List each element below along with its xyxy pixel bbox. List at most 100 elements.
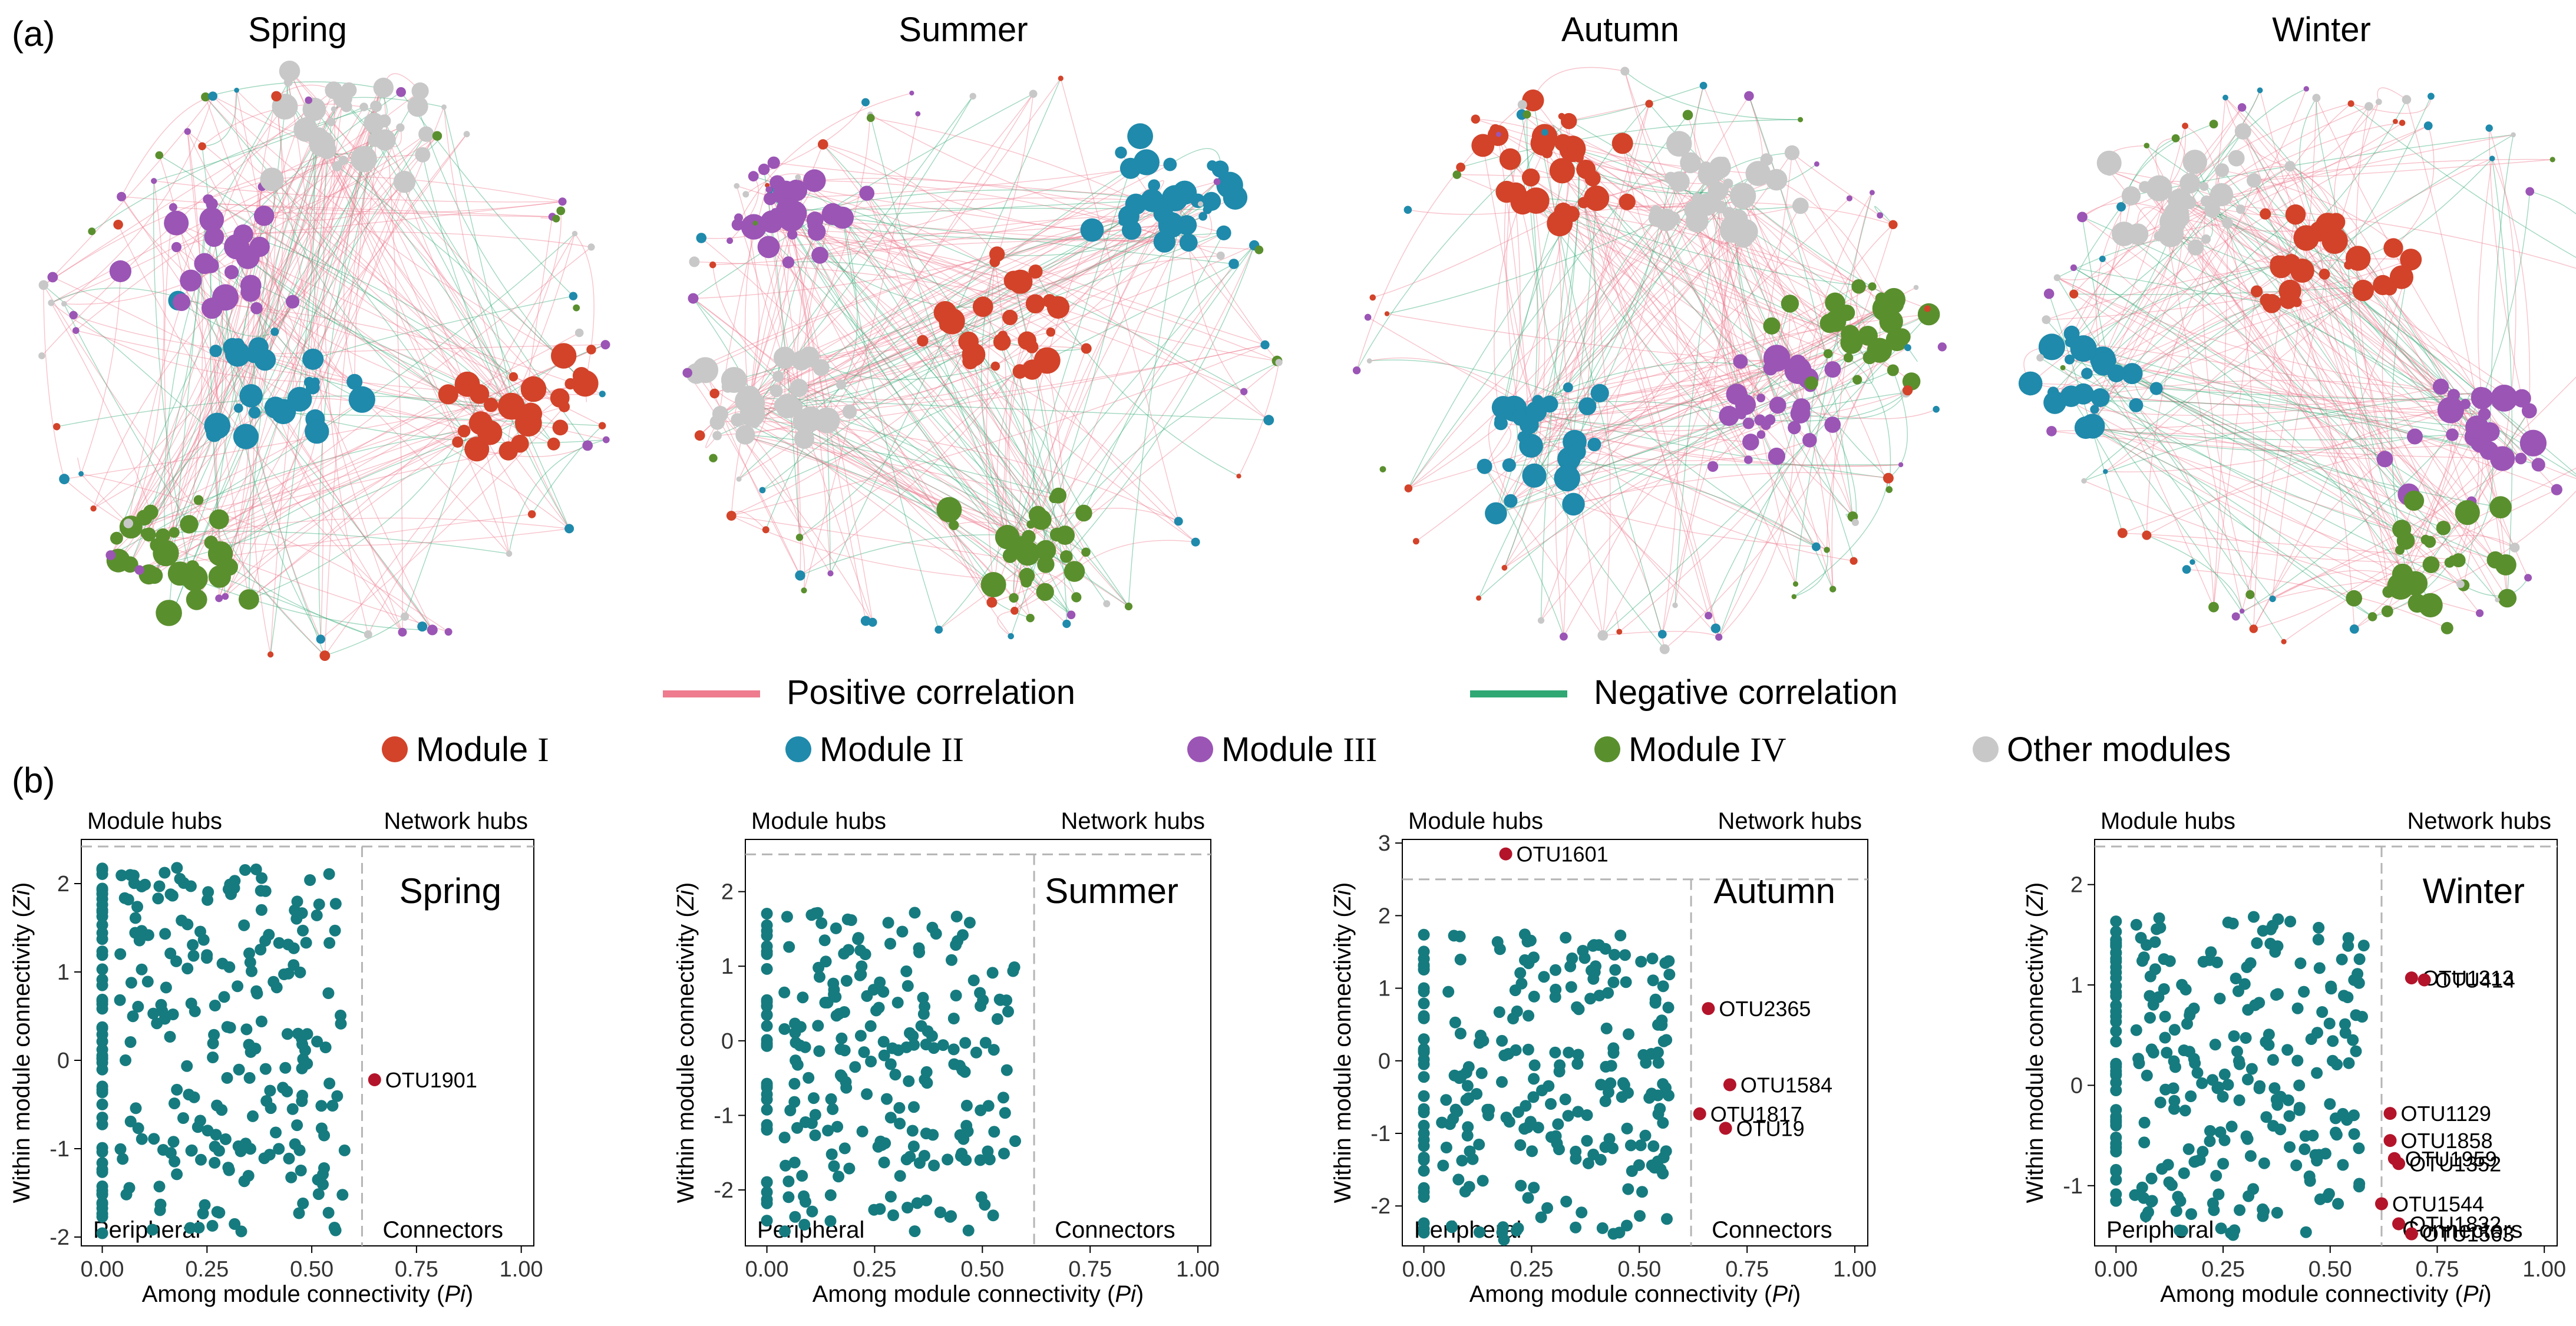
network-edge: [1577, 451, 1854, 561]
node-point: [2336, 953, 2348, 965]
network-edge: [687, 372, 801, 576]
module-1-swatch: [382, 736, 408, 762]
network-node: [934, 626, 943, 634]
network-edge: [205, 97, 561, 428]
node-point: [906, 1125, 919, 1137]
network-node: [432, 131, 442, 141]
node-point: [2197, 1146, 2209, 1158]
node-point: [867, 984, 880, 996]
x-tick-label: 0.50: [290, 1257, 333, 1282]
network-node: [2179, 173, 2201, 194]
node-point: [171, 1168, 183, 1180]
node-point: [171, 1083, 183, 1096]
node-point: [131, 901, 143, 913]
network-node: [1021, 576, 1032, 588]
network-edge: [1010, 204, 1137, 637]
network-node: [835, 379, 847, 390]
node-point: [1646, 953, 1659, 965]
network-edge: [1563, 206, 1801, 637]
network-node: [1554, 202, 1573, 221]
node-point: [2212, 1188, 2225, 1201]
network-node: [1823, 349, 1833, 359]
network-edge: [2094, 386, 2441, 416]
node-point: [1618, 1079, 1630, 1091]
network-node: [773, 346, 796, 369]
network-node: [1216, 225, 1231, 240]
network-edge: [1128, 192, 1185, 607]
node-point: [761, 1103, 773, 1116]
network-node: [1620, 67, 1630, 76]
network-node: [2200, 195, 2212, 207]
network-edge: [272, 179, 513, 407]
network-node: [1756, 393, 1766, 402]
node-point: [1418, 1043, 1430, 1055]
node-point: [1418, 982, 1430, 994]
node-point: [1498, 1049, 1511, 1062]
network-edge: [750, 95, 973, 414]
network-edge: [220, 553, 449, 633]
network-node: [2451, 553, 2466, 568]
network-node: [110, 531, 123, 545]
node-point: [1452, 1173, 1465, 1186]
network-edge: [2240, 123, 2403, 210]
network-edge: [842, 217, 1130, 607]
network-node: [2531, 458, 2545, 472]
network-node: [293, 117, 318, 142]
node-point: [2145, 1043, 2158, 1056]
node-point: [2146, 1195, 2158, 1207]
node-point: [979, 1037, 992, 1049]
network-edge: [1567, 303, 1895, 479]
network-node: [2403, 490, 2425, 511]
network-node: [393, 170, 416, 193]
node-point: [858, 1046, 870, 1059]
node-point: [1596, 1222, 1609, 1234]
network-edge: [2484, 191, 2531, 392]
node-point: [913, 1157, 926, 1169]
node-point: [831, 1120, 844, 1133]
network-edge: [2452, 410, 2530, 560]
y-tick-label: 1: [1378, 977, 1391, 1001]
network-edge: [64, 303, 190, 525]
network-edge: [2069, 196, 2132, 343]
network-node: [1541, 395, 1558, 413]
network-edge: [827, 420, 831, 574]
network-edge: [2377, 87, 2407, 102]
x-tick-label: 0.00: [2094, 1257, 2138, 1282]
network-node: [2491, 385, 2518, 412]
network-node: [2437, 396, 2464, 424]
network-node: [204, 412, 231, 439]
network-node: [146, 567, 163, 584]
network-edge: [219, 519, 325, 656]
network-edge: [2327, 224, 2386, 459]
node-point: [207, 1037, 219, 1050]
network-node: [2237, 103, 2247, 112]
node-point: [125, 977, 137, 989]
node-point: [909, 1225, 921, 1238]
node-point: [2110, 1114, 2122, 1126]
network-edge: [778, 376, 1076, 570]
network-edge: [51, 302, 315, 383]
network-node: [156, 600, 182, 626]
node-point: [1621, 1219, 1633, 1232]
network-node: [1879, 309, 1903, 334]
node-point: [2170, 1205, 2182, 1217]
node-point: [1545, 1131, 1557, 1143]
network-node: [1812, 542, 1821, 551]
network-node: [1010, 607, 1019, 615]
node-point: [2240, 1032, 2252, 1044]
node-point: [2323, 1017, 2336, 1030]
network-node: [38, 352, 45, 359]
node-point: [2347, 1034, 2359, 1046]
network-edge: [150, 399, 362, 513]
node-point: [148, 1133, 160, 1145]
node-point: [903, 1075, 915, 1087]
node-point: [197, 934, 210, 946]
network-edge: [1408, 220, 1697, 489]
network-node: [438, 384, 458, 405]
node-point: [1500, 1112, 1512, 1123]
node-point: [1581, 1135, 1593, 1147]
network-node: [2247, 173, 2261, 188]
network-edge: [1544, 137, 1595, 445]
node-point: [2110, 955, 2122, 968]
network-edge: [2265, 213, 2453, 435]
